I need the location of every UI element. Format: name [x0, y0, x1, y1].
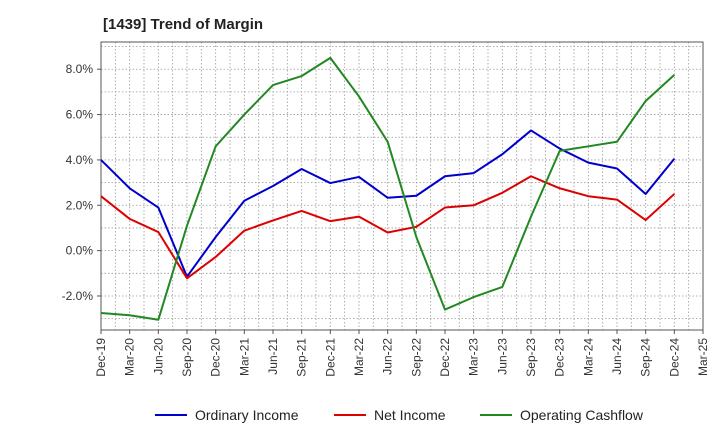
x-tick-label: Jun-22 [381, 338, 395, 375]
x-tick-label: Dec-22 [438, 338, 452, 377]
x-tick-label: Dec-21 [323, 338, 337, 377]
x-tick-label: Sep-22 [409, 338, 423, 377]
series-line-net-income [100, 175, 676, 280]
y-tick-label: -2.0% [62, 289, 94, 303]
x-tick-label: Sep-21 [295, 338, 309, 377]
y-tick-label: 6.0% [66, 108, 94, 122]
plot-frame [100, 41, 704, 331]
x-tick-label: Mar-23 [467, 338, 481, 376]
legend-label-net-income: Net Income [374, 407, 446, 423]
x-tick-label: Sep-23 [524, 338, 538, 377]
x-tick-label: Mar-24 [581, 338, 595, 376]
x-tick-label: Jun-20 [151, 338, 165, 375]
x-tick-label: Jun-24 [610, 338, 624, 375]
y-tick-label: 2.0% [66, 198, 94, 212]
series-line-operating-cashflow [100, 56, 676, 321]
x-tick-label: Jun-21 [266, 338, 280, 375]
x-tick-label: Mar-21 [237, 338, 251, 376]
y-tick-label: 8.0% [66, 62, 94, 76]
x-tick-label: Sep-24 [639, 338, 653, 377]
legend: Ordinary Income Net Income Operating Cashf… [155, 407, 644, 423]
x-tick-label: Mar-20 [123, 338, 137, 376]
x-tick-label: Jun-23 [495, 338, 509, 375]
legend-label-operating-cashflow: Operating Cashflow [520, 407, 644, 423]
chart-title: [1439] Trend of Margin [103, 16, 264, 33]
x-tick-label: Mar-25 [696, 338, 710, 376]
x-tick-label: Sep-20 [180, 338, 194, 377]
series [100, 56, 676, 321]
x-tick-label: Dec-20 [209, 338, 223, 377]
legend-label-ordinary-income: Ordinary Income [195, 407, 299, 423]
y-tick-label: 0.0% [66, 244, 94, 258]
x-tick-label: Dec-24 [667, 338, 681, 377]
series-line-ordinary-income [100, 129, 676, 278]
y-tick-label: 4.0% [66, 153, 94, 167]
x-tick-label: Mar-22 [352, 338, 366, 376]
x-tick-label: Dec-19 [94, 338, 108, 377]
x-tick-label: Dec-23 [553, 338, 567, 377]
axes: 8.0% 6.0% 4.0% 2.0% 0.0% -2.0% Dec-19 Mar-20 Jun… [62, 41, 710, 377]
